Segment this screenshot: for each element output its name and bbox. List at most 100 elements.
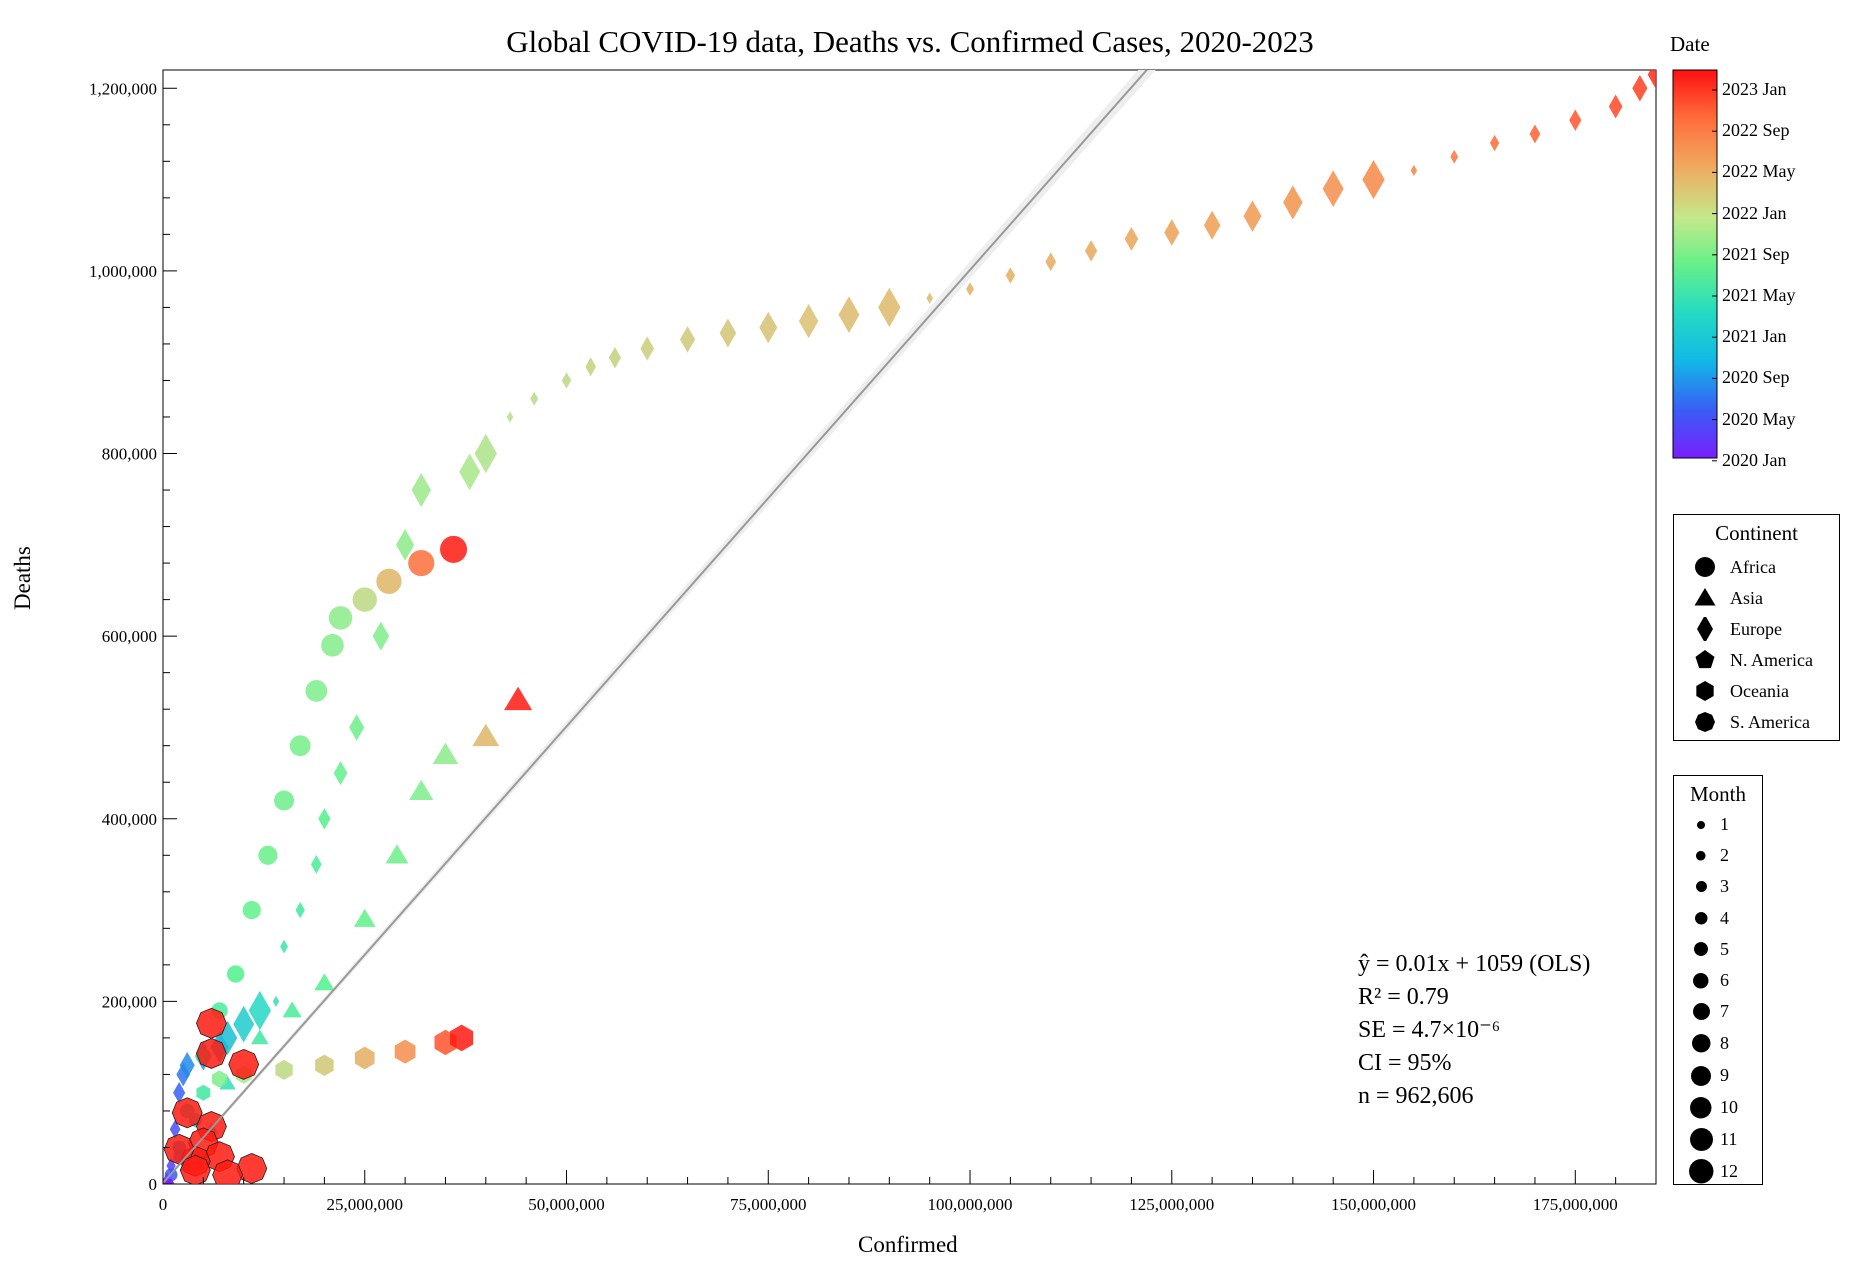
hexagon-point [394,1039,416,1064]
circle-icon [1686,971,1716,991]
circle-point [242,900,261,920]
europe-point [838,296,860,334]
colorbar-label: 2021 May [1722,285,1796,305]
triangle-point [353,908,376,927]
x-tick-label: 50,000,000 [528,1195,605,1214]
europe-point [280,939,288,954]
colorbar-label: 2021 Jan [1722,326,1787,347]
month-legend-item: 4 [1674,908,1729,929]
europe-point [1569,109,1582,131]
chart-title: Global COVID-19 data, Deaths vs. Confirm… [506,24,1314,59]
hexagon-point [315,1054,334,1076]
colorbar-label: 2023 Jan [1722,79,1787,99]
month-legend-item: 9 [1674,1064,1729,1088]
continent-legend-label: Oceania [1730,680,1789,701]
circle-point [226,965,245,983]
x-tick-label: 125,000,000 [1129,1195,1214,1214]
y-axis: 0 200,000 400,000 600,000 800,000 1,000,000 1,… [89,79,177,1194]
month-legend-item: 6 [1674,970,1729,991]
colorbar-label: 2022 Jan [1722,202,1787,223]
hexagon-icon [1686,679,1724,703]
europe-point [396,529,415,561]
circle-icon [1686,940,1716,958]
europe-point [248,990,272,1031]
continent-legend-label: Europe [1730,618,1782,639]
hexagon-point [354,1046,375,1070]
month-legend-item: 8 [1674,1032,1729,1055]
ols-line [163,70,1149,1184]
triangle-point [250,1029,269,1045]
regression-stats: ŷ = 0.01x + 1059 (OLS) R² = 0.79 SE = 4.… [1358,948,1590,1113]
month-legend-label: 2 [1720,845,1729,866]
x-tick-label: 175,000,000 [1533,1195,1618,1214]
month-legend-label: 9 [1720,1065,1729,1086]
continent-legend-label: N. America [1730,649,1813,670]
x-tick-label: 25,000,000 [327,1195,404,1214]
colorbar-label: 2022 Sep [1722,120,1790,141]
circle-point [328,606,353,630]
triangle-point [409,779,434,801]
y-tick-label: 0 [149,1175,158,1194]
triangle-point [219,1075,236,1090]
continent-legend-label: Asia [1730,587,1763,608]
europe-point [1489,134,1500,152]
continent-legend-item: S. America [1674,710,1810,734]
x-axis: 0 25,000,000 50,000,000 75,000,000 100,000,0… [159,1170,1618,1214]
continent-legend-title: Continent [1715,521,1798,545]
europe-point [310,854,322,874]
octagon-point [236,1153,268,1184]
circle-icon [1686,1157,1716,1186]
colorbar [1672,69,1718,459]
circle-point [305,680,328,702]
triangle-point [282,1001,302,1018]
circle-icon [1686,910,1716,927]
europe-point [318,808,331,830]
europe-point [926,292,933,304]
europe-point [759,311,778,344]
triangle-point [504,686,533,711]
pentagon-icon [1686,648,1724,672]
x-tick-label: 150,000,000 [1331,1195,1416,1214]
month-legend-label: 1 [1720,814,1729,834]
octagon-point [228,1048,260,1080]
hexagon-point [211,1070,227,1088]
europe-point [1164,219,1180,246]
circle-point [258,845,278,865]
stats-r2: R² = 0.79 [1358,984,1449,1010]
triangle-point [314,973,335,991]
month-legend-label: 8 [1720,1033,1729,1054]
octagon-point [195,1007,227,1039]
europe-point [680,326,696,353]
europe-point [506,411,514,423]
colorbar-label: 2020 May [1722,408,1796,429]
europe-point [608,346,622,369]
europe-point [272,995,280,1007]
y-axis-title: Deaths [10,546,35,610]
octagon-point [212,1159,243,1184]
month-legend-label: 10 [1720,1097,1738,1118]
colorbar-title: Date [1670,32,1710,56]
y-tick-label: 200,000 [102,992,157,1011]
continent-legend-item: Asia [1674,586,1763,610]
circle-icon [1686,819,1716,831]
colorbar-label: 2022 May [1722,161,1796,182]
circle-point [289,735,311,757]
triangle-point [385,844,409,864]
month-legend-label: 7 [1720,1001,1729,1022]
continent-legend-label: Africa [1730,556,1776,577]
octagon-icon [1686,710,1724,734]
month-legend-item: 2 [1674,845,1729,866]
colorbar-label: 2021 Sep [1722,243,1790,264]
circle-point [408,549,435,577]
circle-icon [1686,849,1716,863]
stats-n: n = 962,606 [1358,1083,1474,1109]
circle-icon [1686,879,1716,894]
regression-line [163,70,1149,1184]
circle-point [352,587,377,612]
month-legend-label: 6 [1720,970,1729,990]
europe-point [798,304,819,339]
circle-icon [1686,555,1724,579]
europe-point [561,372,572,389]
month-legend-label: 5 [1720,938,1729,959]
y-tick-label: 600,000 [102,627,157,646]
